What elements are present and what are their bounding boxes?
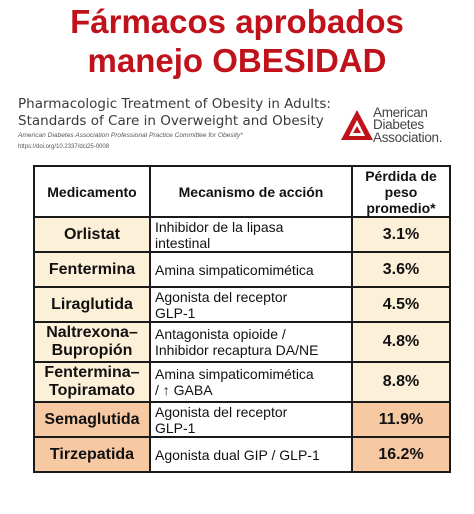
reference-title-line2: Standards of Care in Overweight and Obes… [18,113,324,129]
mechanism-line1: Amina simpaticomimética [155,366,314,382]
drug-name: Orlistat [33,216,151,253]
drug-name: Tirzepatida [33,436,151,473]
drug-name-line1: Fentermina [48,260,136,278]
ada-logo-line2: Diabetes [373,117,424,133]
table-row: Orlistat Inhibidor de la lipasa intestina… [33,216,451,253]
drug-weight-loss: 4.8% [351,321,451,363]
page-title-line1: Fármacos aprobados [70,3,404,40]
drug-name-line1: Naltrexona– [46,324,138,341]
reference-title-line1: Pharmacologic Treatment of Obesity in Ad… [18,96,331,112]
mechanism-line2: GLP-1 [155,419,196,436]
mechanism-line1: Agonista dual GIP / GLP-1 [155,446,320,463]
drug-mechanism: Agonista dual GIP / GLP-1 [149,436,353,473]
reference-authors: American Diabetes Association Profession… [18,132,243,139]
header-weight-loss: Pérdida de peso promedio* [351,165,451,218]
drug-weight-loss: 3.1% [351,216,451,253]
mechanism-line1: Amina simpaticomimética [155,261,314,278]
drug-mechanism: Antagonista opioide / Inhibidor recaptura… [149,321,353,363]
drug-name: Fentermina– Topiramato [33,361,151,403]
reference-doi: https://doi.org/10.2337/dci25-0008 [18,144,110,150]
table-row: Semaglutida Agonista del receptor GLP-1 1… [33,401,451,438]
header-drug: Medicamento [33,165,151,218]
drug-weight-loss: 8.8% [351,361,451,403]
drug-mechanism: Amina simpaticomimética [149,251,353,288]
table-row: Fentermina Amina simpaticomimética 3.6% [33,251,451,288]
drug-name-line1: Fentermina– [44,364,140,381]
drug-name: Semaglutida [33,401,151,438]
table-row: Fentermina– Topiramato Amina simpaticomim… [33,361,451,403]
mechanism-line1: Antagonista opioide / [155,326,286,342]
drug-mechanism: Agonista del receptor GLP-1 [149,286,353,323]
drug-name: Liraglutida [33,286,151,323]
mechanism-line2: GLP-1 [155,304,196,321]
drug-name-line1: Tirzepatida [49,445,135,463]
reference-title: Pharmacologic Treatment of Obesity in Ad… [18,96,338,130]
drug-name: Fentermina [33,251,151,288]
mechanism-line2: Inhibidor recaptura DA/NE [155,342,319,358]
drug-weight-loss: 4.5% [351,286,451,323]
drug-name-line1: Orlistat [63,225,120,243]
ada-logo-text: American Diabetes Association. [373,105,468,145]
table-row: Naltrexona– Bupropión Antagonista opioide… [33,321,451,363]
mechanism-line2: / ↑ GABA [155,382,213,398]
table-row: Tirzepatida Agonista dual GIP / GLP-1 16… [33,436,451,473]
header-loss-line2: peso [384,183,418,200]
drug-mechanism: Agonista del receptor GLP-1 [149,401,353,438]
table-row: Liraglutida Agonista del receptor GLP-1 4… [33,286,451,323]
table-header-row: Medicamento Mecanismo de acción Pérdida … [33,165,451,218]
ada-logo-line3: Association. [373,129,443,145]
header-mechanism: Mecanismo de acción [149,165,353,218]
drug-name-line1: Semaglutida [44,410,140,428]
drug-name-line2: Bupropión [51,342,133,359]
drug-weight-loss: 11.9% [351,401,451,438]
mechanism-line1: Agonista del receptor [155,403,288,420]
drug-weight-loss: 16.2% [351,436,451,473]
drug-name-line1: Liraglutida [51,295,133,313]
drug-weight-loss: 3.6% [351,251,451,288]
drug-name: Naltrexona– Bupropión [33,321,151,363]
mechanism-line1: Agonista del receptor [155,288,288,305]
drug-mechanism: Amina simpaticomimética / ↑ GABA [149,361,353,403]
header-loss-line3: promedio* [366,199,436,216]
drug-name-line2: Topiramato [49,382,135,399]
page-title-line2: manejo OBESIDAD [87,42,387,79]
ada-logo-line1: American [373,105,428,120]
drug-mechanism: Inhibidor de la lipasa intestinal [149,216,353,253]
header-loss-line1: Pérdida de [365,167,437,184]
mechanism-line1: Inhibidor de la lipasa [155,218,284,235]
drugs-table: Medicamento Mecanismo de acción Pérdida … [33,165,451,473]
mechanism-line2: intestinal [155,234,211,251]
ada-triangle-logo-icon [341,110,373,140]
